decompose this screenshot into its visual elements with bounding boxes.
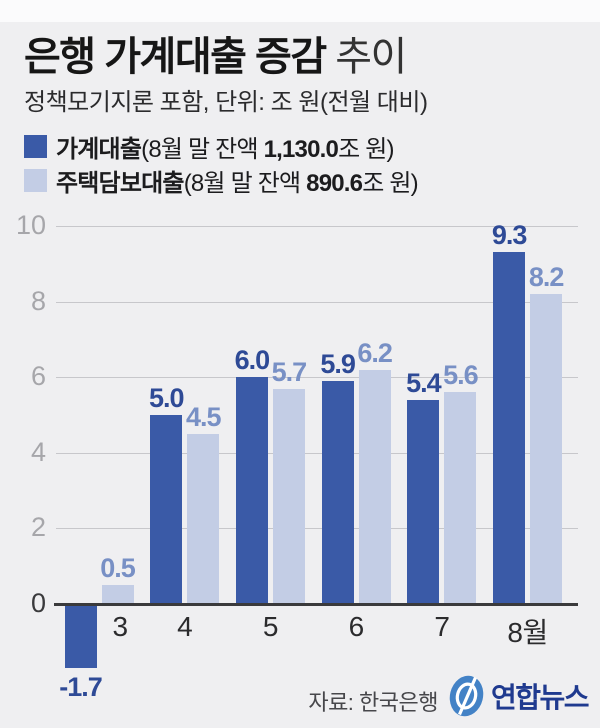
top-margin-strip (0, 0, 600, 22)
bar-가계대출-5 (235, 377, 268, 604)
bar-주택담보대출-5 (272, 388, 305, 604)
chart-legend: 가계대출(8월 말 잔액 1,130.0조 원) 주택담보대출(8월 말 잔액 … (24, 134, 419, 197)
y-axis-tick-label: 4 (30, 436, 46, 467)
bar-value-label: 5.4 (406, 367, 442, 398)
gridline-y6 (56, 377, 578, 379)
bar-가계대출-8월 (493, 252, 526, 604)
bar-value-label: 5.6 (443, 360, 479, 391)
bar-가계대출-4 (150, 415, 183, 604)
legend-balance-prefix: (8월 말 잔액 (183, 170, 307, 197)
legend-swatch-dark-blue (24, 135, 47, 158)
y-axis-tick-label: 6 (30, 361, 46, 392)
x-axis-label-5: 5 (262, 611, 279, 642)
source-credit: 자료: 한국은행 (308, 690, 438, 715)
bar-value-label: 0.5 (100, 553, 136, 584)
legend-balance-suffix: 조 원) (338, 136, 394, 163)
bar-가계대출-6 (321, 380, 354, 604)
chart-subtitle: 정책모기지론 포함, 단위: 조 원(전월 대비) (24, 89, 428, 116)
bar-가계대출-7 (407, 399, 440, 604)
legend-series-name: 주택담보대출 (56, 170, 184, 197)
yonhap-globe-icon (449, 675, 484, 717)
bar-value-label: 9.3 (491, 220, 528, 251)
legend-balance-value: 890.6 (306, 170, 363, 197)
x-axis-label-4: 4 (177, 611, 193, 642)
bar-value-label: 5.0 (148, 383, 185, 413)
bar-주택담보대출-8월 (530, 294, 563, 604)
gridline-y8 (56, 301, 578, 303)
x-axis-label-8월: 8월 (507, 617, 548, 648)
bar-주택담보대출-7 (444, 392, 477, 604)
bar-value-label: 6.0 (234, 345, 271, 376)
yonhap-news-logo: 연합뉴스 (448, 673, 590, 719)
x-axis-label-6: 6 (348, 611, 365, 642)
x-axis-line (54, 603, 578, 606)
legend-item-mortgage-loans: 주택담보대출(8월 말 잔액 890.6조 원) (24, 168, 419, 197)
legend-balance-prefix: (8월 말 잔액 (141, 136, 264, 163)
legend-balance-suffix: 조 원) (362, 170, 418, 197)
bar-value-label: 5.9 (320, 348, 356, 379)
bar-value-label: -1.7 (59, 672, 103, 703)
gridline-y4 (56, 452, 578, 454)
x-axis-label-3: 3 (112, 611, 128, 642)
bar-주택담보대출-3 (101, 585, 134, 604)
y-axis-tick-label: 8 (30, 285, 46, 316)
bar-value-label: 4.5 (185, 401, 222, 432)
bar-주택담보대출-6 (358, 369, 391, 604)
legend-series-name: 가계대출 (56, 136, 142, 163)
title-suffix: 추이 (325, 35, 407, 79)
legend-swatch-light-blue (24, 169, 47, 192)
bar-value-label: 6.2 (357, 337, 393, 368)
gridline-y10 (56, 226, 578, 227)
gridline-y2 (56, 528, 578, 530)
y-axis-tick-label: 10 (15, 210, 46, 240)
bar-가계대출-3 (64, 604, 97, 669)
page-title: 은행 가계대출 증감 추이 (24, 24, 407, 82)
yonhap-logo-text: 연합뉴스 (491, 682, 590, 713)
legend-balance-value: 1,130.0 (263, 136, 339, 163)
bar-value-label: 8.2 (528, 262, 565, 293)
bar-주택담보대출-4 (187, 433, 220, 604)
y-axis-tick-label: 2 (30, 512, 46, 543)
y-axis-tick-label: 0 (30, 588, 46, 618)
title-main: 은행 가계대출 증감 (24, 35, 327, 79)
bar-value-label: 5.7 (271, 356, 308, 387)
x-axis-label-7: 7 (434, 611, 450, 642)
legend-item-household-loans: 가계대출(8월 말 잔액 1,130.0조 원) (24, 134, 418, 163)
